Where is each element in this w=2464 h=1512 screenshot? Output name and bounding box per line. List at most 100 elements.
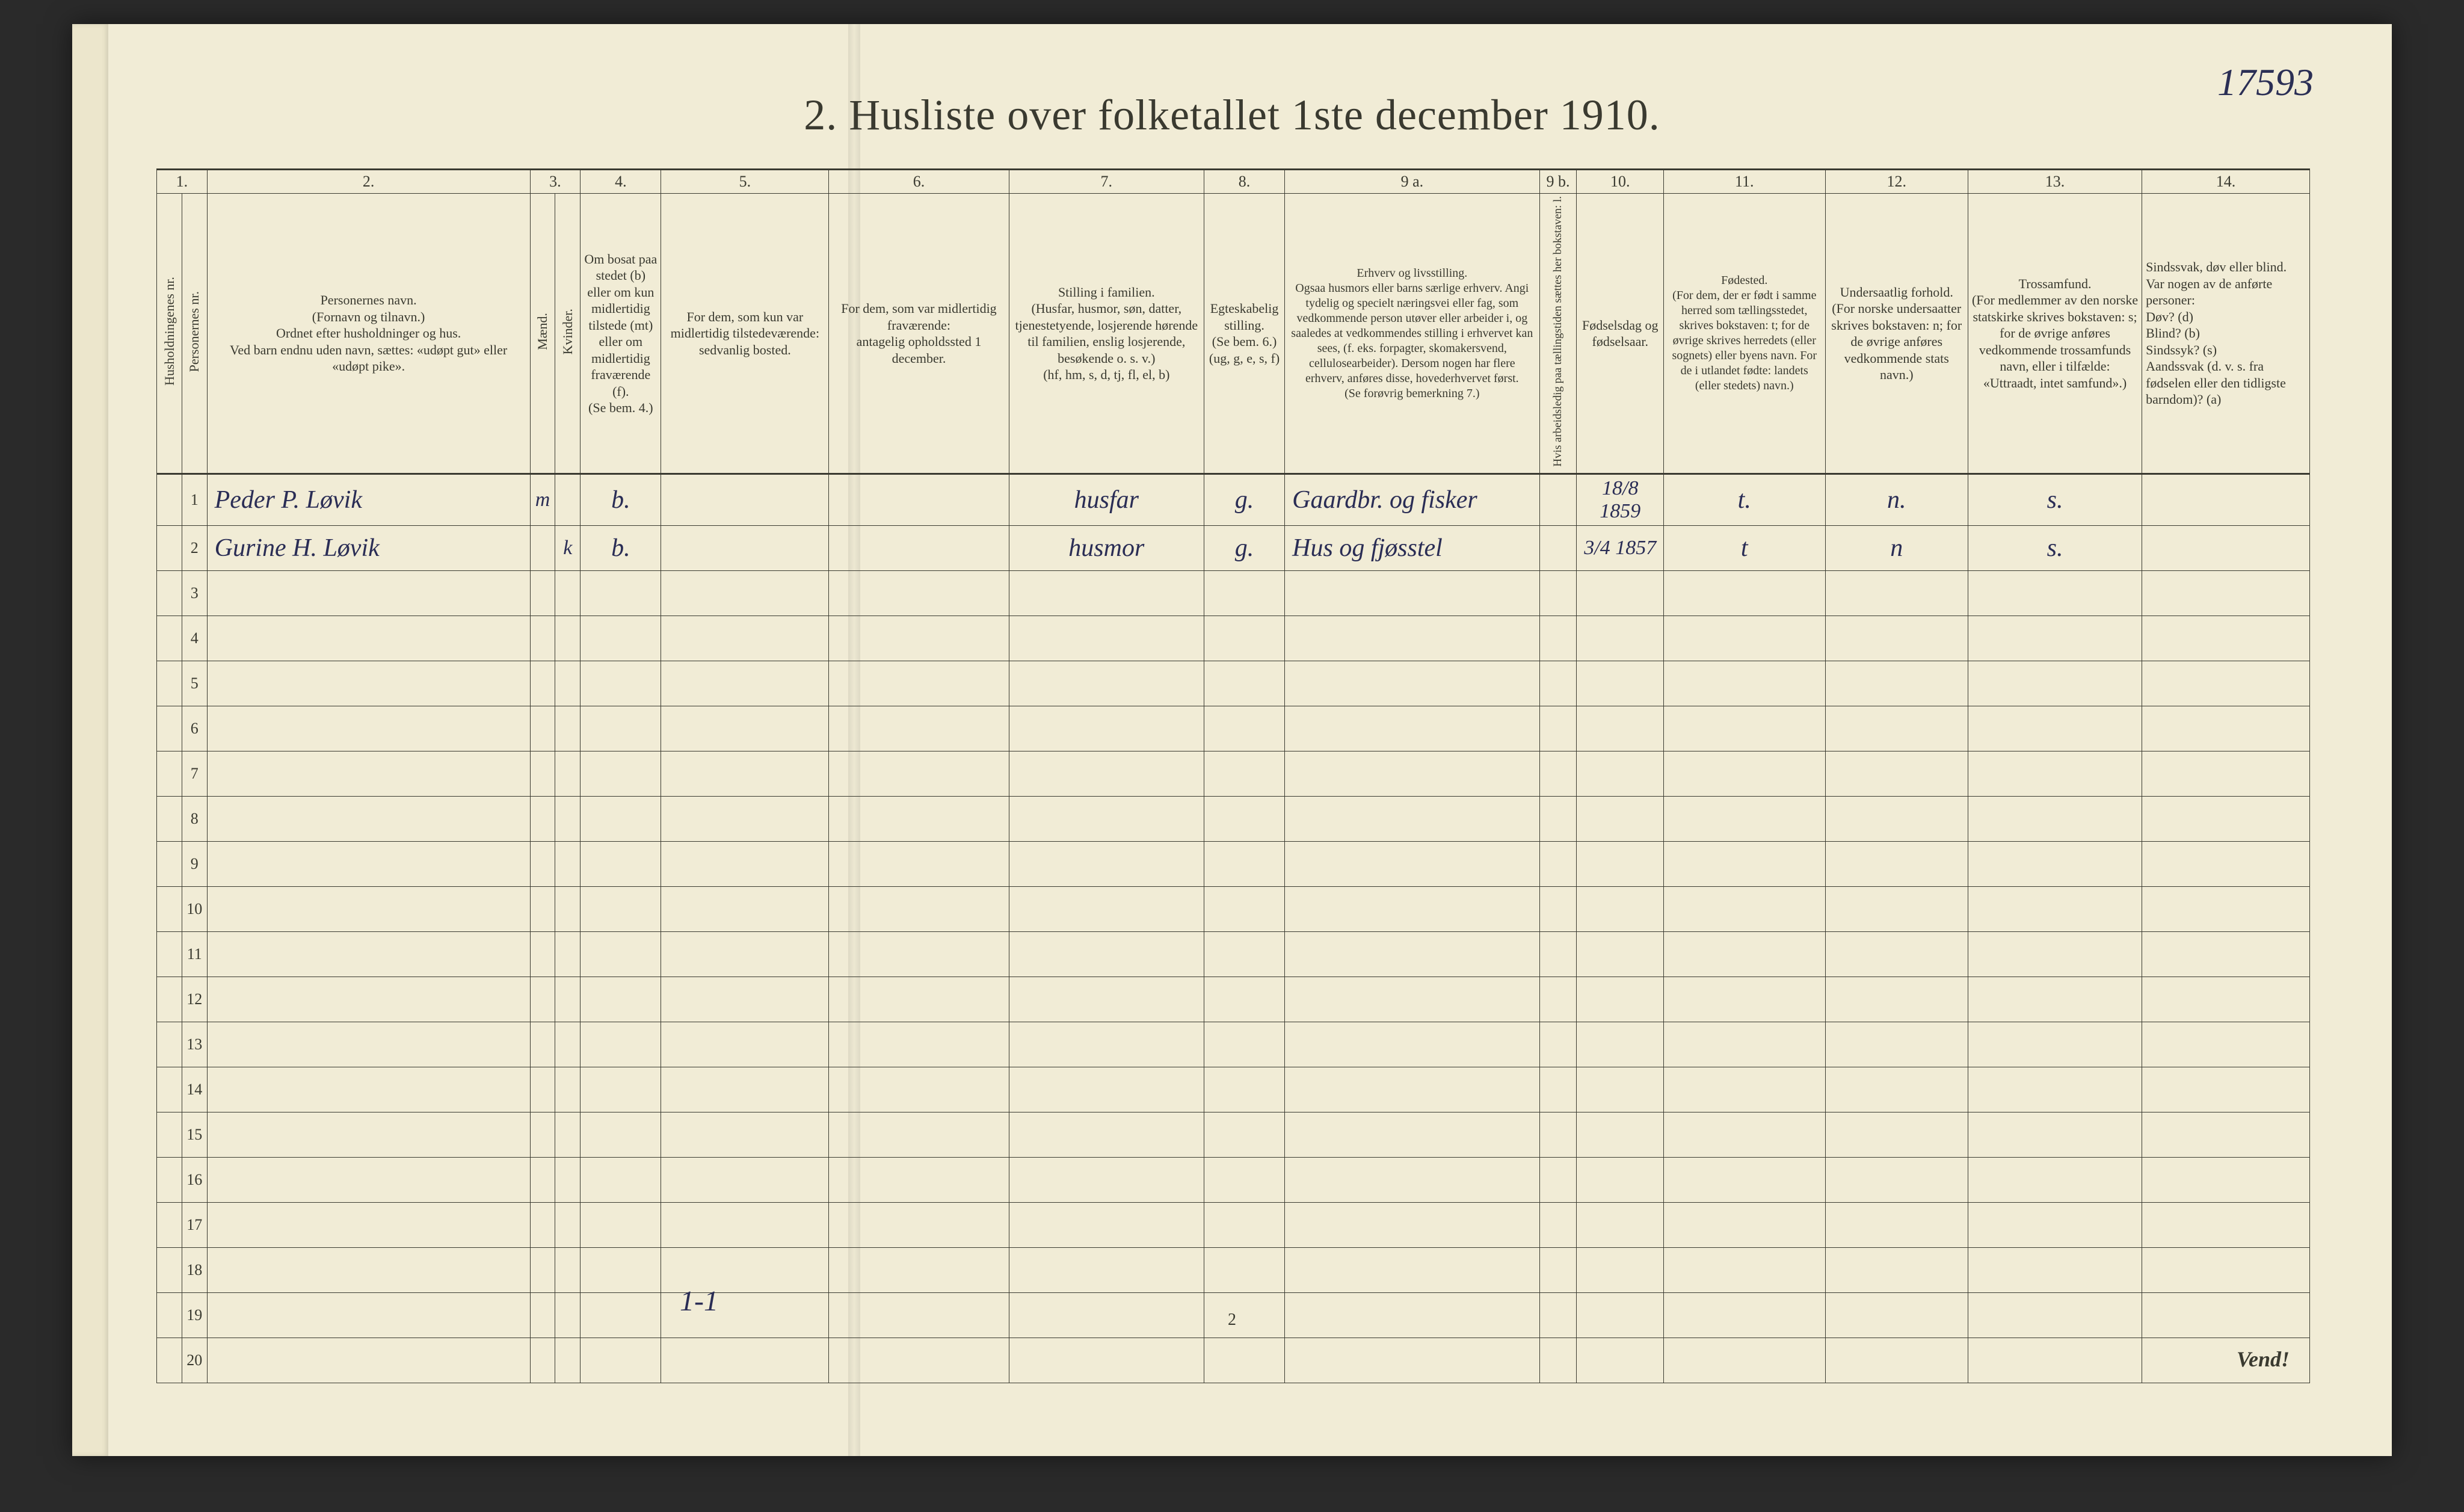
cell xyxy=(555,1203,581,1248)
cell xyxy=(1664,887,1825,932)
cell xyxy=(661,474,829,526)
cell xyxy=(1285,932,1539,977)
cell xyxy=(1285,887,1539,932)
cell xyxy=(581,571,661,616)
cell xyxy=(207,1248,530,1293)
cell xyxy=(581,616,661,661)
table-row: 10 xyxy=(157,887,2310,932)
cell xyxy=(207,616,530,661)
cell xyxy=(1285,797,1539,842)
cell xyxy=(2142,842,2310,887)
cell xyxy=(1285,977,1539,1022)
cell xyxy=(1539,977,1577,1022)
cell xyxy=(1664,1112,1825,1158)
cell xyxy=(2142,887,2310,932)
cell xyxy=(1825,1248,1968,1293)
cell: t xyxy=(1664,526,1825,571)
cell xyxy=(157,1158,182,1203)
cell xyxy=(555,1067,581,1112)
cell xyxy=(661,526,829,571)
left-margin-shadow xyxy=(72,24,108,1456)
cell xyxy=(207,751,530,797)
cell xyxy=(1664,616,1825,661)
cell xyxy=(157,661,182,706)
cell xyxy=(1009,1158,1204,1203)
cell xyxy=(1009,706,1204,751)
cell xyxy=(2142,1067,2310,1112)
table-body: 1Peder P. Løvikmb.husfarg.Gaardbr. og fi… xyxy=(157,474,2310,1383)
cell: n. xyxy=(1825,474,1968,526)
cell: 1 xyxy=(182,474,207,526)
cell xyxy=(207,1067,530,1112)
table-row: 8 xyxy=(157,797,2310,842)
cell: 17 xyxy=(182,1203,207,1248)
table-row: 20 xyxy=(157,1338,2310,1383)
hdr-9b-text: Hvis arbeidsledig paa tællingstiden sætt… xyxy=(1551,196,1565,467)
cell xyxy=(157,1203,182,1248)
cell xyxy=(157,1248,182,1293)
cell xyxy=(1825,1022,1968,1067)
cell: 13 xyxy=(182,1022,207,1067)
cell xyxy=(1577,977,1664,1022)
cell: s. xyxy=(1968,474,2142,526)
cell xyxy=(1009,661,1204,706)
colnum-12: 12. xyxy=(1825,170,1968,194)
cell xyxy=(829,1158,1009,1203)
cell xyxy=(1968,1067,2142,1112)
cell xyxy=(157,571,182,616)
cell: 15 xyxy=(182,1112,207,1158)
hdr-person-text: Personernes nr. xyxy=(186,291,203,372)
cell xyxy=(1204,1112,1284,1158)
cell: husfar xyxy=(1009,474,1204,526)
cell xyxy=(207,1203,530,1248)
cell xyxy=(1539,526,1577,571)
cell xyxy=(1009,1112,1204,1158)
cell xyxy=(530,1158,555,1203)
cell xyxy=(157,977,182,1022)
cell xyxy=(1204,1067,1284,1112)
cell xyxy=(1539,1203,1577,1248)
cell xyxy=(1285,751,1539,797)
cell: 14 xyxy=(182,1067,207,1112)
cell xyxy=(1825,661,1968,706)
cell xyxy=(1009,842,1204,887)
cell xyxy=(1285,1022,1539,1067)
cell: 16 xyxy=(182,1158,207,1203)
cell xyxy=(207,661,530,706)
cell xyxy=(1825,616,1968,661)
cell xyxy=(1204,1158,1284,1203)
cell xyxy=(555,1248,581,1293)
cell xyxy=(581,1158,661,1203)
table-row: 2Gurine H. Løvikkb.husmorg.Hus og fjøsst… xyxy=(157,526,2310,571)
cell xyxy=(1577,1248,1664,1293)
cell xyxy=(530,1203,555,1248)
cell xyxy=(1285,1248,1539,1293)
cell xyxy=(1539,887,1577,932)
cell xyxy=(207,932,530,977)
cell xyxy=(555,1112,581,1158)
cell: 10 xyxy=(182,887,207,932)
hdr-6: For dem, som var midlertidig fraværende:… xyxy=(829,194,1009,474)
cell xyxy=(1664,1158,1825,1203)
cell xyxy=(157,474,182,526)
cell: Hus og fjøsstel xyxy=(1285,526,1539,571)
cell xyxy=(829,571,1009,616)
cell xyxy=(2142,751,2310,797)
cell xyxy=(1577,797,1664,842)
cell xyxy=(1577,1338,1664,1383)
cell xyxy=(1968,571,2142,616)
cell xyxy=(1539,661,1577,706)
cell xyxy=(157,797,182,842)
cell xyxy=(530,616,555,661)
table-row: 5 xyxy=(157,661,2310,706)
cell xyxy=(1664,1203,1825,1248)
cell xyxy=(555,842,581,887)
cell xyxy=(1968,1338,2142,1383)
cell xyxy=(1539,1338,1577,1383)
hdr-12: Undersaatlig forhold. (For norske unders… xyxy=(1825,194,1968,474)
cell xyxy=(581,842,661,887)
cell xyxy=(661,1067,829,1112)
cell xyxy=(1285,706,1539,751)
cell xyxy=(157,1022,182,1067)
cell xyxy=(829,1248,1009,1293)
